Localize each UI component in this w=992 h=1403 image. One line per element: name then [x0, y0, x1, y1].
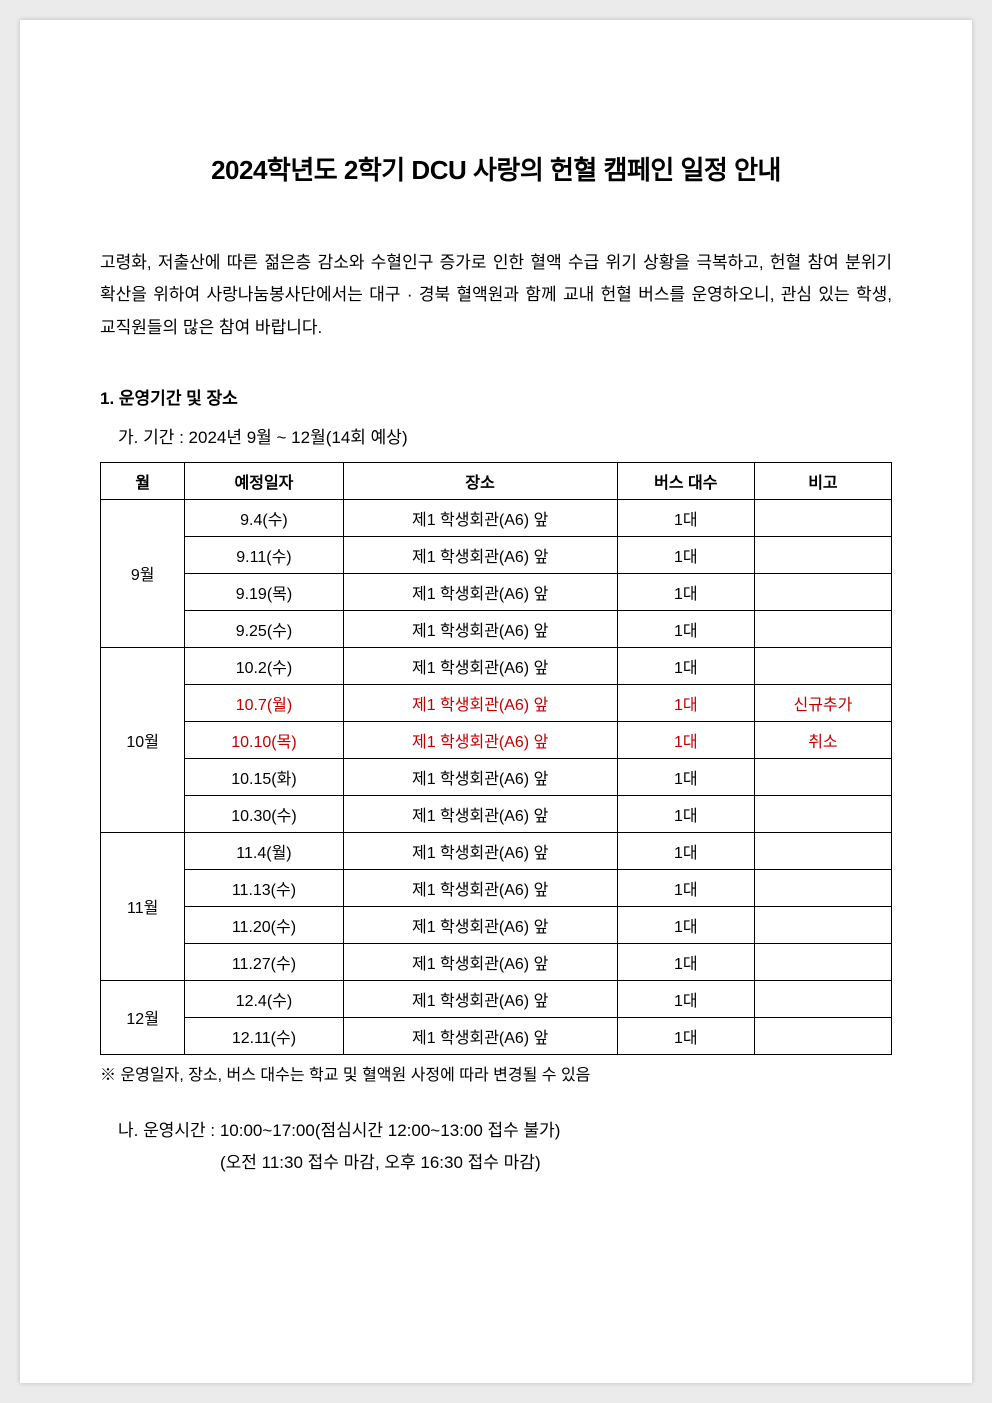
- cell-bus: 1대: [617, 536, 754, 573]
- cell-date: 9.4(수): [185, 499, 343, 536]
- cell-month: 9월: [101, 499, 185, 647]
- cell-date: 12.11(수): [185, 1017, 343, 1054]
- cell-month: 12월: [101, 980, 185, 1054]
- cell-location: 제1 학생회관(A6) 앞: [343, 980, 617, 1017]
- cell-note: 취소: [754, 721, 891, 758]
- cell-location: 제1 학생회관(A6) 앞: [343, 758, 617, 795]
- table-row: 10.10(목)제1 학생회관(A6) 앞1대취소: [101, 721, 892, 758]
- operating-time: 나. 운영시간 : 10:00~17:00(점심시간 12:00~13:00 접…: [100, 1115, 892, 1180]
- cell-bus: 1대: [617, 869, 754, 906]
- cell-bus: 1대: [617, 647, 754, 684]
- cell-bus: 1대: [617, 795, 754, 832]
- cell-bus: 1대: [617, 684, 754, 721]
- cell-location: 제1 학생회관(A6) 앞: [343, 536, 617, 573]
- cell-date: 11.27(수): [185, 943, 343, 980]
- table-row: 9.11(수)제1 학생회관(A6) 앞1대: [101, 536, 892, 573]
- cell-note: [754, 610, 891, 647]
- table-header-row: 월 예정일자 장소 버스 대수 비고: [101, 462, 892, 499]
- period-text: 가. 기간 : 2024년 9월 ~ 12월(14회 예상): [100, 423, 892, 448]
- table-row: 11.20(수)제1 학생회관(A6) 앞1대: [101, 906, 892, 943]
- cell-date: 10.7(월): [185, 684, 343, 721]
- cell-location: 제1 학생회관(A6) 앞: [343, 684, 617, 721]
- cell-note: [754, 758, 891, 795]
- cell-date: 11.4(월): [185, 832, 343, 869]
- table-row: 10.15(화)제1 학생회관(A6) 앞1대: [101, 758, 892, 795]
- th-date: 예정일자: [185, 462, 343, 499]
- cell-location: 제1 학생회관(A6) 앞: [343, 499, 617, 536]
- cell-date: 12.4(수): [185, 980, 343, 1017]
- cell-location: 제1 학생회관(A6) 앞: [343, 1017, 617, 1054]
- table-row: 9월9.4(수)제1 학생회관(A6) 앞1대: [101, 499, 892, 536]
- cell-location: 제1 학생회관(A6) 앞: [343, 721, 617, 758]
- cell-note: [754, 832, 891, 869]
- table-row: 10월10.2(수)제1 학생회관(A6) 앞1대: [101, 647, 892, 684]
- table-row: 10.7(월)제1 학생회관(A6) 앞1대신규추가: [101, 684, 892, 721]
- table-row: 9.25(수)제1 학생회관(A6) 앞1대: [101, 610, 892, 647]
- document-page: 2024학년도 2학기 DCU 사랑의 헌혈 캠페인 일정 안내 고령화, 저출…: [20, 20, 972, 1383]
- cell-date: 10.2(수): [185, 647, 343, 684]
- cell-location: 제1 학생회관(A6) 앞: [343, 943, 617, 980]
- table-row: 12월12.4(수)제1 학생회관(A6) 앞1대: [101, 980, 892, 1017]
- cell-date: 10.10(목): [185, 721, 343, 758]
- th-month: 월: [101, 462, 185, 499]
- cell-location: 제1 학생회관(A6) 앞: [343, 573, 617, 610]
- table-row: 11.27(수)제1 학생회관(A6) 앞1대: [101, 943, 892, 980]
- cell-note: [754, 795, 891, 832]
- cell-date: 11.13(수): [185, 869, 343, 906]
- table-footnote: ※ 운영일자, 장소, 버스 대수는 학교 및 혈액원 사정에 따라 변경될 수…: [100, 1061, 892, 1085]
- cell-note: [754, 980, 891, 1017]
- cell-note: [754, 536, 891, 573]
- cell-bus: 1대: [617, 573, 754, 610]
- cell-bus: 1대: [617, 943, 754, 980]
- cell-date: 9.11(수): [185, 536, 343, 573]
- table-row: 10.30(수)제1 학생회관(A6) 앞1대: [101, 795, 892, 832]
- cell-date: 10.30(수): [185, 795, 343, 832]
- cell-location: 제1 학생회관(A6) 앞: [343, 869, 617, 906]
- cell-month: 11월: [101, 832, 185, 980]
- cell-bus: 1대: [617, 906, 754, 943]
- cell-note: [754, 499, 891, 536]
- page-title: 2024학년도 2학기 DCU 사랑의 헌혈 캠페인 일정 안내: [100, 150, 892, 187]
- cell-bus: 1대: [617, 721, 754, 758]
- time-line-2: (오전 11:30 접수 마감, 오후 16:30 접수 마감): [118, 1147, 892, 1179]
- cell-location: 제1 학생회관(A6) 앞: [343, 906, 617, 943]
- cell-location: 제1 학생회관(A6) 앞: [343, 647, 617, 684]
- table-row: 12.11(수)제1 학생회관(A6) 앞1대: [101, 1017, 892, 1054]
- cell-location: 제1 학생회관(A6) 앞: [343, 795, 617, 832]
- section-heading-1: 1. 운영기간 및 장소: [100, 384, 892, 409]
- table-row: 11.13(수)제1 학생회관(A6) 앞1대: [101, 869, 892, 906]
- th-note: 비고: [754, 462, 891, 499]
- cell-bus: 1대: [617, 832, 754, 869]
- cell-bus: 1대: [617, 758, 754, 795]
- cell-date: 10.15(화): [185, 758, 343, 795]
- th-location: 장소: [343, 462, 617, 499]
- cell-note: [754, 573, 891, 610]
- cell-note: 신규추가: [754, 684, 891, 721]
- cell-bus: 1대: [617, 980, 754, 1017]
- cell-note: [754, 869, 891, 906]
- intro-paragraph: 고령화, 저출산에 따른 젊은층 감소와 수혈인구 증가로 인한 혈액 수급 위…: [100, 247, 892, 344]
- cell-bus: 1대: [617, 499, 754, 536]
- cell-location: 제1 학생회관(A6) 앞: [343, 832, 617, 869]
- cell-note: [754, 943, 891, 980]
- cell-note: [754, 1017, 891, 1054]
- cell-bus: 1대: [617, 1017, 754, 1054]
- table-row: 9.19(목)제1 학생회관(A6) 앞1대: [101, 573, 892, 610]
- table-row: 11월11.4(월)제1 학생회관(A6) 앞1대: [101, 832, 892, 869]
- cell-note: [754, 647, 891, 684]
- cell-date: 9.19(목): [185, 573, 343, 610]
- time-line-1: 나. 운영시간 : 10:00~17:00(점심시간 12:00~13:00 접…: [118, 1115, 892, 1147]
- schedule-table: 월 예정일자 장소 버스 대수 비고 9월9.4(수)제1 학생회관(A6) 앞…: [100, 462, 892, 1055]
- cell-date: 11.20(수): [185, 906, 343, 943]
- cell-location: 제1 학생회관(A6) 앞: [343, 610, 617, 647]
- cell-note: [754, 906, 891, 943]
- cell-date: 9.25(수): [185, 610, 343, 647]
- cell-month: 10월: [101, 647, 185, 832]
- cell-bus: 1대: [617, 610, 754, 647]
- th-bus: 버스 대수: [617, 462, 754, 499]
